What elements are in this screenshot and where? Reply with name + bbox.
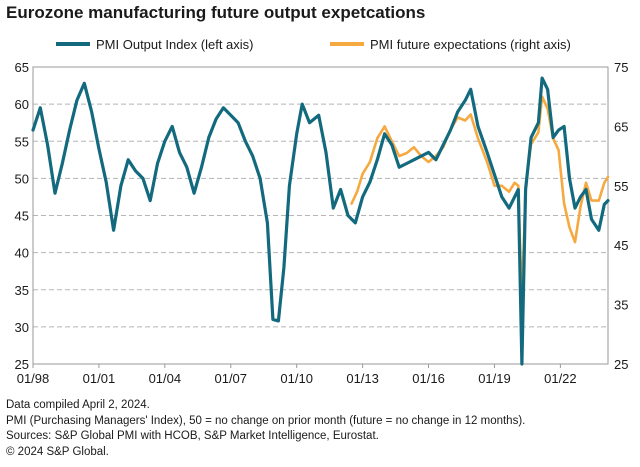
left-tick-label: 30 <box>15 320 29 335</box>
x-tick-label: 01/16 <box>412 371 445 386</box>
series-lines <box>31 76 610 366</box>
plot-frame <box>32 66 609 365</box>
right-tick-label: 65 <box>614 119 628 134</box>
right-tick-label: 55 <box>614 179 628 194</box>
left-tick-label: 50 <box>15 171 29 186</box>
left-tick-label: 40 <box>15 246 29 261</box>
left-tick-label: 55 <box>15 134 29 149</box>
right-tick-label: 25 <box>614 357 628 372</box>
right-tick-label: 35 <box>614 298 628 313</box>
footer-line-copyright: © 2024 S&P Global. <box>6 445 109 458</box>
right-tick-label: 45 <box>614 238 628 253</box>
series-output-line <box>31 76 610 366</box>
x-tick-label: 01/22 <box>544 371 577 386</box>
x-tick-label: 01/13 <box>346 371 379 386</box>
legend-label: PMI Output Index (left axis) <box>96 37 254 52</box>
x-axis: 01/98 01/01 01/04 01/07 01/10 01/13 01/16 01/19… <box>17 364 577 386</box>
x-tick-label: 01/07 <box>214 371 247 386</box>
x-tick-label: 01/19 <box>478 371 511 386</box>
right-tick-label: 75 <box>614 60 628 75</box>
footer-notes: Data compiled April 2, 2024. PMI (Purcha… <box>6 398 525 460</box>
left-tick-label: 65 <box>15 60 29 75</box>
x-tick-label: 01/04 <box>149 371 182 386</box>
legend-label: PMI future expectations (right axis) <box>370 37 571 52</box>
x-tick-label: 01/10 <box>280 371 313 386</box>
left-tick-label: 25 <box>15 357 29 372</box>
chart-title: Eurozone manufacturing future output exp… <box>6 3 426 22</box>
left-axis: 25 30 35 40 45 50 55 60 65 <box>15 60 29 372</box>
x-tick-label: 01/98 <box>17 371 50 386</box>
legend: PMI Output Index (left axis) PMI future e… <box>56 37 571 52</box>
left-tick-label: 60 <box>15 97 29 112</box>
right-axis: 25 35 45 55 65 75 <box>614 60 628 372</box>
left-tick-label: 45 <box>15 209 29 224</box>
left-tick-label: 35 <box>15 283 29 298</box>
footer-line-sources: Sources: S&P Global PMI with HCOB, S&P M… <box>6 430 379 442</box>
x-tick-label: 01/01 <box>83 371 116 386</box>
footer-line-date: Data compiled April 2, 2024. <box>6 399 150 411</box>
footer-line-definition: PMI (Purchasing Managers' Index), 50 = n… <box>6 414 526 427</box>
